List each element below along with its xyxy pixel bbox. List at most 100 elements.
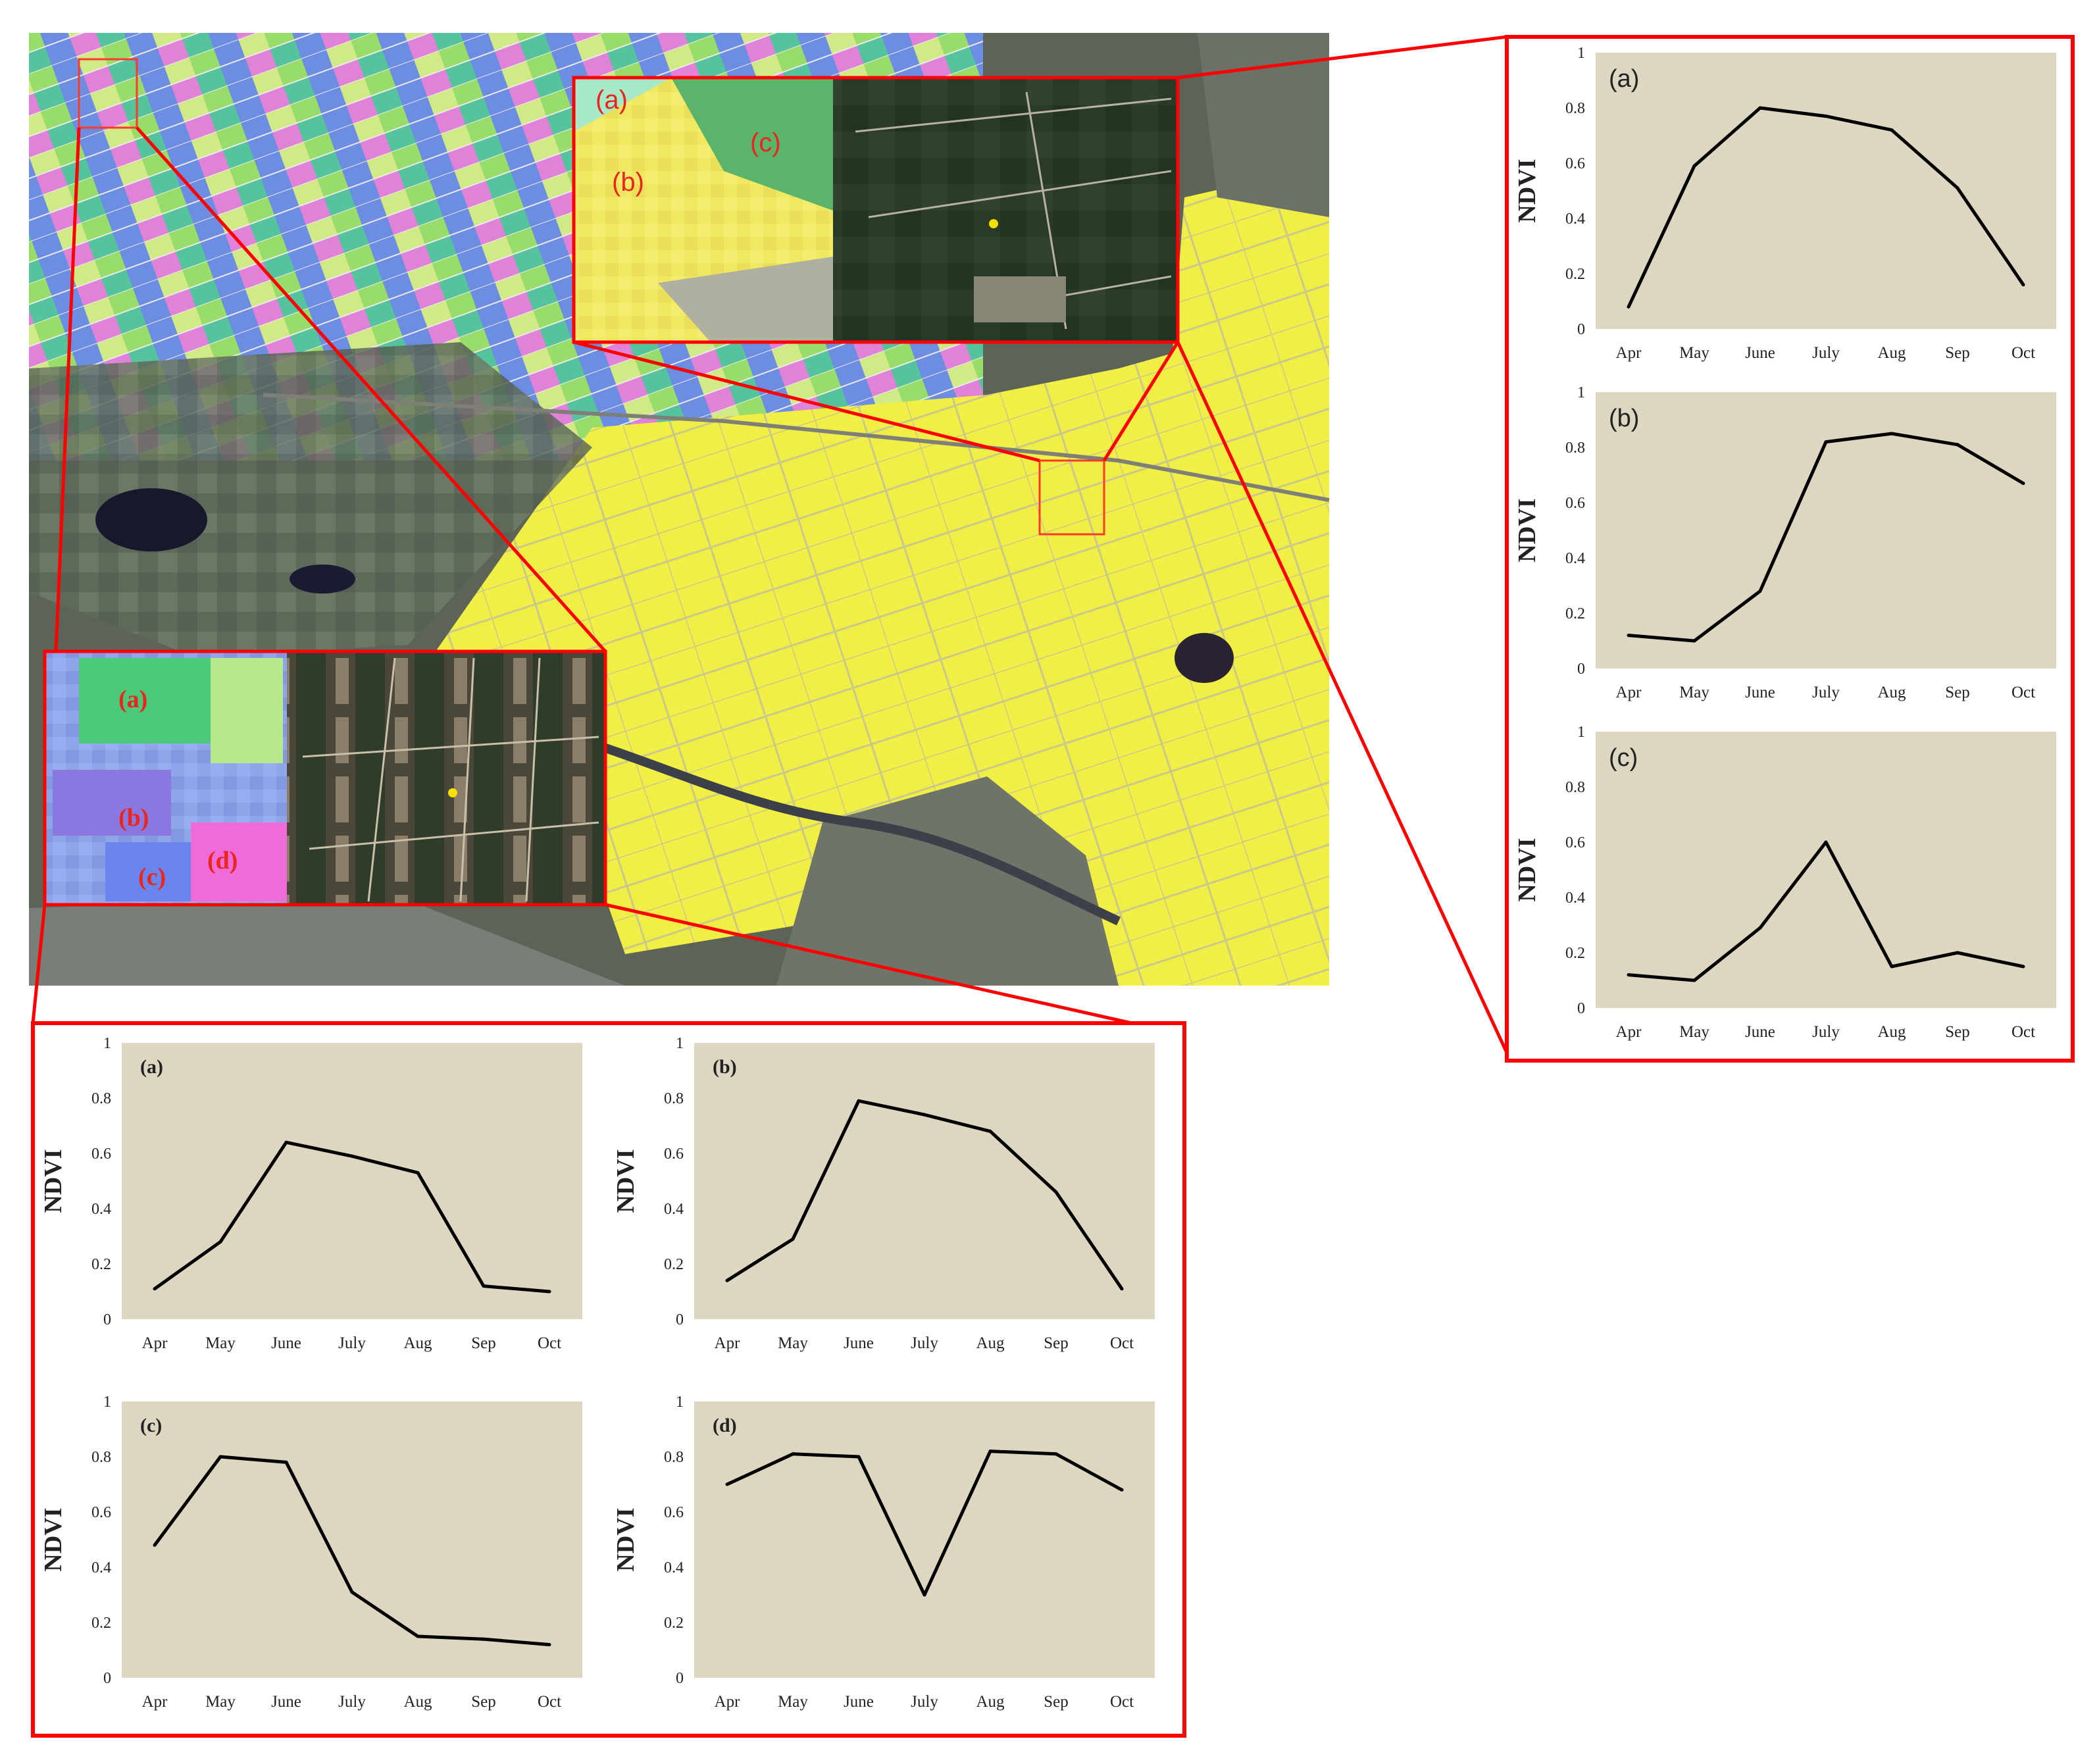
data-point (791, 1237, 795, 1241)
inset-bottom: (a) (b) (c) (d) (43, 649, 607, 907)
plot-area (1596, 53, 2056, 329)
data-point (725, 1278, 729, 1282)
inset-top-frame (572, 76, 1180, 344)
y-tick-label: 0.6 (1565, 155, 1585, 172)
x-tick-label: July (911, 1334, 938, 1352)
x-tick-label: Oct (2011, 1023, 2035, 1041)
data-point (482, 1637, 486, 1641)
data-point (791, 1452, 795, 1456)
inset-bottom-blue-field (105, 842, 197, 901)
x-tick-label: Apr (1616, 1023, 1642, 1041)
y-axis-label: NDVI (1513, 498, 1541, 562)
data-point (1956, 443, 1960, 447)
data-point (923, 1593, 926, 1597)
bottom-charts-frame (31, 1021, 1186, 1738)
x-tick-label: May (1679, 344, 1709, 362)
y-tick-label: 1 (103, 1394, 111, 1411)
y-tick-label: 0.8 (1565, 779, 1585, 796)
map-lake-west (95, 488, 207, 551)
x-tick-label: May (205, 1334, 236, 1352)
inset-bottom-frame (43, 649, 607, 907)
panel-label: (b) (713, 1056, 737, 1078)
data-point (1758, 589, 1762, 593)
data-point (2021, 283, 2025, 287)
y-tick-label: 0.2 (1565, 605, 1585, 622)
data-point (416, 1171, 420, 1174)
x-tick-label: Oct (1110, 1693, 1134, 1711)
data-point (1890, 432, 1894, 436)
panel-label: (c) (1609, 744, 1638, 772)
data-point (153, 1287, 157, 1291)
data-point (1824, 114, 1828, 118)
data-point (1890, 128, 1894, 132)
ndvi-charts: 0 0.2 0.4 0.6 0.8 1 Apr May June July Aug Sep Oct NDV… (39, 45, 2056, 1711)
inset-bottom-marker-pin (448, 788, 457, 797)
data-point (1692, 978, 1696, 982)
panel-label: (c) (140, 1415, 162, 1436)
chart-bottom-4: 0 0.2 0.4 0.6 0.8 1 Apr May June July Aug Sep Oct NDV… (612, 1394, 1155, 1711)
map-mountains-sw (29, 895, 625, 986)
data-point (416, 1634, 420, 1638)
plot-area (694, 1043, 1155, 1319)
y-tick-label: 0.2 (664, 1615, 684, 1632)
x-tick-label: July (338, 1693, 366, 1711)
y-tick-label: 0.2 (91, 1615, 111, 1632)
locator-box-northwest (78, 58, 138, 129)
data-point (725, 1482, 729, 1486)
x-tick-label: May (778, 1693, 808, 1711)
y-tick-label: 0.4 (1565, 211, 1585, 228)
data-point (1758, 106, 1762, 110)
y-tick-label: 1 (1577, 384, 1585, 401)
x-tick-label: Oct (2011, 684, 2035, 701)
right-charts-frame (1505, 35, 2075, 1063)
inset-top-cyan-field (574, 78, 671, 132)
x-tick-label: July (1812, 684, 1840, 701)
x-tick-label: Apr (715, 1334, 741, 1352)
data-point (350, 1590, 354, 1594)
inset-bottom-label-c: (c) (138, 863, 166, 891)
y-tick-label: 0.4 (1565, 550, 1585, 567)
y-tick-label: 0 (1577, 661, 1585, 678)
inset-top-marker-pin (989, 219, 998, 228)
x-tick-label: Sep (471, 1334, 496, 1352)
inset-top-label-a: (a) (595, 86, 628, 114)
x-tick-label: June (1745, 344, 1775, 362)
x-tick-label: Oct (538, 1693, 561, 1711)
y-tick-label: 0 (676, 1670, 684, 1687)
x-tick-label: Sep (1945, 1023, 1970, 1041)
y-tick-label: 1 (676, 1394, 684, 1411)
data-point (482, 1284, 486, 1288)
x-tick-label: Aug (1877, 1023, 1906, 1041)
data-point (1054, 1190, 1058, 1194)
chart-bottom-3: 0 0.2 0.4 0.6 0.8 1 Apr May June July Aug Sep Oct NDV… (39, 1394, 582, 1711)
connector-lines (31, 35, 1509, 1054)
y-tick-label: 1 (103, 1035, 111, 1052)
map-mountains-se (776, 776, 1119, 986)
map-lake-center (290, 565, 355, 593)
panel-label: (d) (713, 1415, 737, 1436)
y-axis-label: NDVI (612, 1507, 640, 1571)
data-point (218, 1240, 222, 1244)
inset-top-label-b: (b) (612, 168, 644, 197)
inset-top-satellite-field-lines (855, 91, 1172, 330)
plot-area (122, 1401, 582, 1678)
x-tick-label: Apr (142, 1334, 168, 1352)
plot-area (1596, 392, 2056, 668)
inset-bottom-label-d: (d) (207, 847, 238, 874)
y-tick-label: 0.6 (91, 1146, 111, 1163)
inset-top: (a) (b) (c) (572, 76, 1180, 344)
y-tick-label: 1 (1577, 724, 1585, 741)
y-tick-label: 0 (1577, 321, 1585, 338)
y-tick-label: 0.2 (664, 1256, 684, 1273)
data-point (1627, 305, 1631, 309)
y-tick-label: 0.4 (91, 1201, 111, 1218)
y-tick-label: 0.2 (1565, 266, 1585, 283)
data-point (1824, 440, 1828, 444)
data-point (857, 1455, 861, 1459)
plot-area (1596, 732, 2056, 1008)
inset-top-grey-strip (658, 257, 833, 342)
data-point (1054, 1452, 1058, 1456)
x-tick-label: Aug (976, 1334, 1005, 1352)
y-tick-label: 0 (676, 1311, 684, 1328)
